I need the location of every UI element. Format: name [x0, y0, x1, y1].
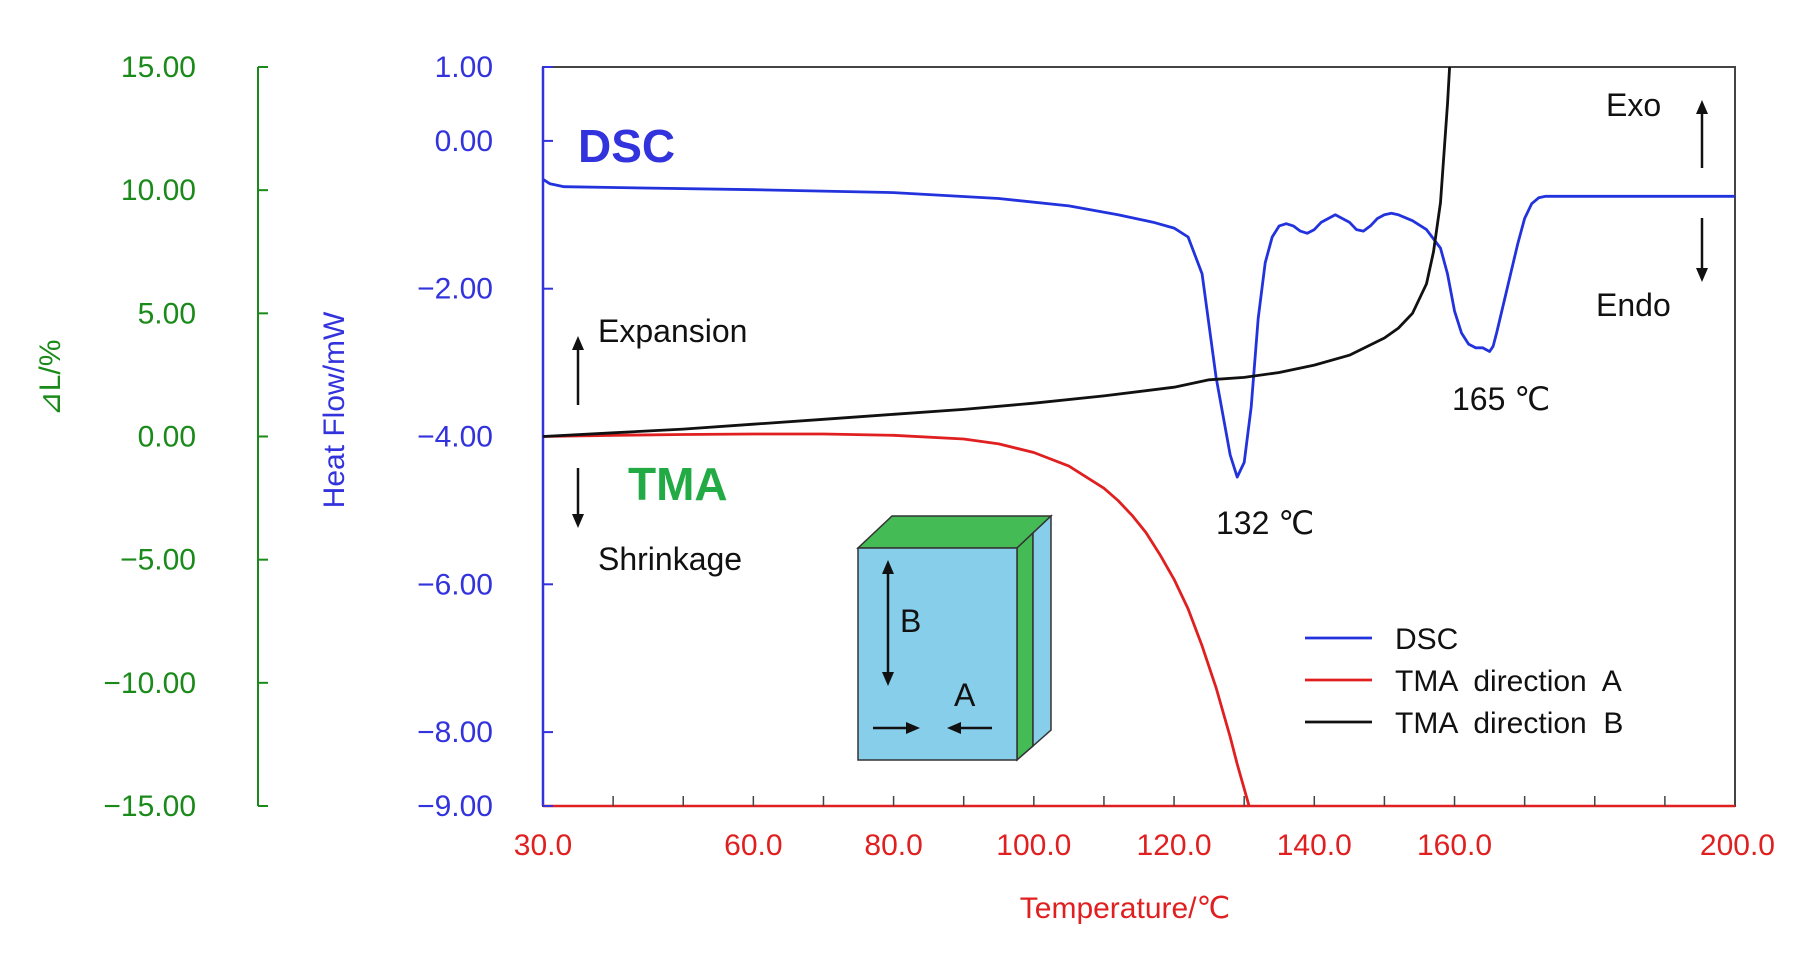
- exo-label: Exo: [1606, 87, 1661, 123]
- left-axis-tick-label: 0.00: [138, 421, 196, 454]
- sample-block-icon: [856, 514, 1053, 762]
- x-axis-tick-label: 120.0: [1137, 829, 1212, 862]
- x-axis-tick-label: 30.0: [514, 829, 572, 862]
- legend-label: DSC: [1395, 623, 1458, 656]
- tma-b-series-line: [543, 67, 1452, 438]
- block-b-label: B: [900, 603, 921, 639]
- legend-label: TMA direction B: [1395, 707, 1623, 740]
- left-axis-tick-label: 5.00: [138, 297, 196, 330]
- peak-165-label: 165 ℃: [1452, 381, 1550, 417]
- left-axis-tick-label: −10.00: [103, 667, 196, 700]
- left-axis-tick-label: 10.00: [121, 174, 196, 207]
- tma-a-series-line: [543, 432, 1251, 806]
- dsc-axis-tick-label: 1.00: [435, 51, 493, 84]
- block-a-label: A: [954, 677, 976, 713]
- left-axis-tick-label: 15.00: [121, 51, 196, 84]
- dsc-axis-title: Heat Flow/mW: [318, 311, 351, 508]
- dsc-axis-tick-label: −8.00: [417, 716, 493, 749]
- dsc-series-line: [543, 178, 1735, 479]
- shrinkage-arrow: [572, 468, 584, 528]
- left-axis-tick-label: −15.00: [103, 790, 196, 823]
- dsc-big-label: DSC: [578, 120, 675, 172]
- x-axis: 30.0 60.0 80.0 100.0 120.0 140.0 160.0 200.0: [514, 796, 1775, 862]
- x-axis-tick-label: 60.0: [724, 829, 782, 862]
- shrinkage-label: Shrinkage: [598, 541, 742, 577]
- block-side-blue: [1032, 514, 1052, 748]
- legend: DSC TMA direction A TMA direction B: [1305, 623, 1623, 740]
- endo-label: Endo: [1596, 287, 1671, 323]
- tma-big-label: TMA: [628, 458, 728, 510]
- left-axis-tick-label: −5.00: [120, 544, 196, 577]
- endo-arrow: [1696, 218, 1708, 282]
- x-axis-tick-label: 200.0: [1700, 829, 1775, 862]
- dsc-axis-tick-label: −9.00: [417, 790, 493, 823]
- dsc-axis-tick-label: −2.00: [417, 273, 493, 306]
- block-side-green: [1016, 531, 1034, 762]
- dsc-axis: 1.00 0.00 −2.00 −4.00 −6.00 −8.00 −9.00: [417, 51, 553, 823]
- series-group: [543, 67, 1735, 806]
- expansion-label: Expansion: [598, 313, 747, 349]
- block-face: [857, 547, 1018, 761]
- x-axis-title: Temperature/℃: [1020, 892, 1230, 925]
- legend-label: TMA direction A: [1395, 665, 1622, 698]
- x-axis-tick-label: 140.0: [1277, 829, 1352, 862]
- x-axis-tick-label: 100.0: [996, 829, 1071, 862]
- left-axis-title: ⊿L/%: [34, 340, 67, 417]
- dsc-axis-tick-label: −6.00: [417, 568, 493, 601]
- x-axis-tick-label: 160.0: [1417, 829, 1492, 862]
- peak-132-label: 132 ℃: [1216, 505, 1314, 541]
- x-axis-tick-label: 80.0: [864, 829, 922, 862]
- expansion-arrow: [572, 336, 584, 405]
- dsc-axis-tick-label: −4.00: [417, 421, 493, 454]
- dsc-axis-tick-label: 0.00: [435, 125, 493, 158]
- exo-arrow: [1696, 100, 1708, 168]
- left-axis: 15.00 10.00 5.00 0.00 −5.00 −10.00 −15.00: [103, 51, 268, 823]
